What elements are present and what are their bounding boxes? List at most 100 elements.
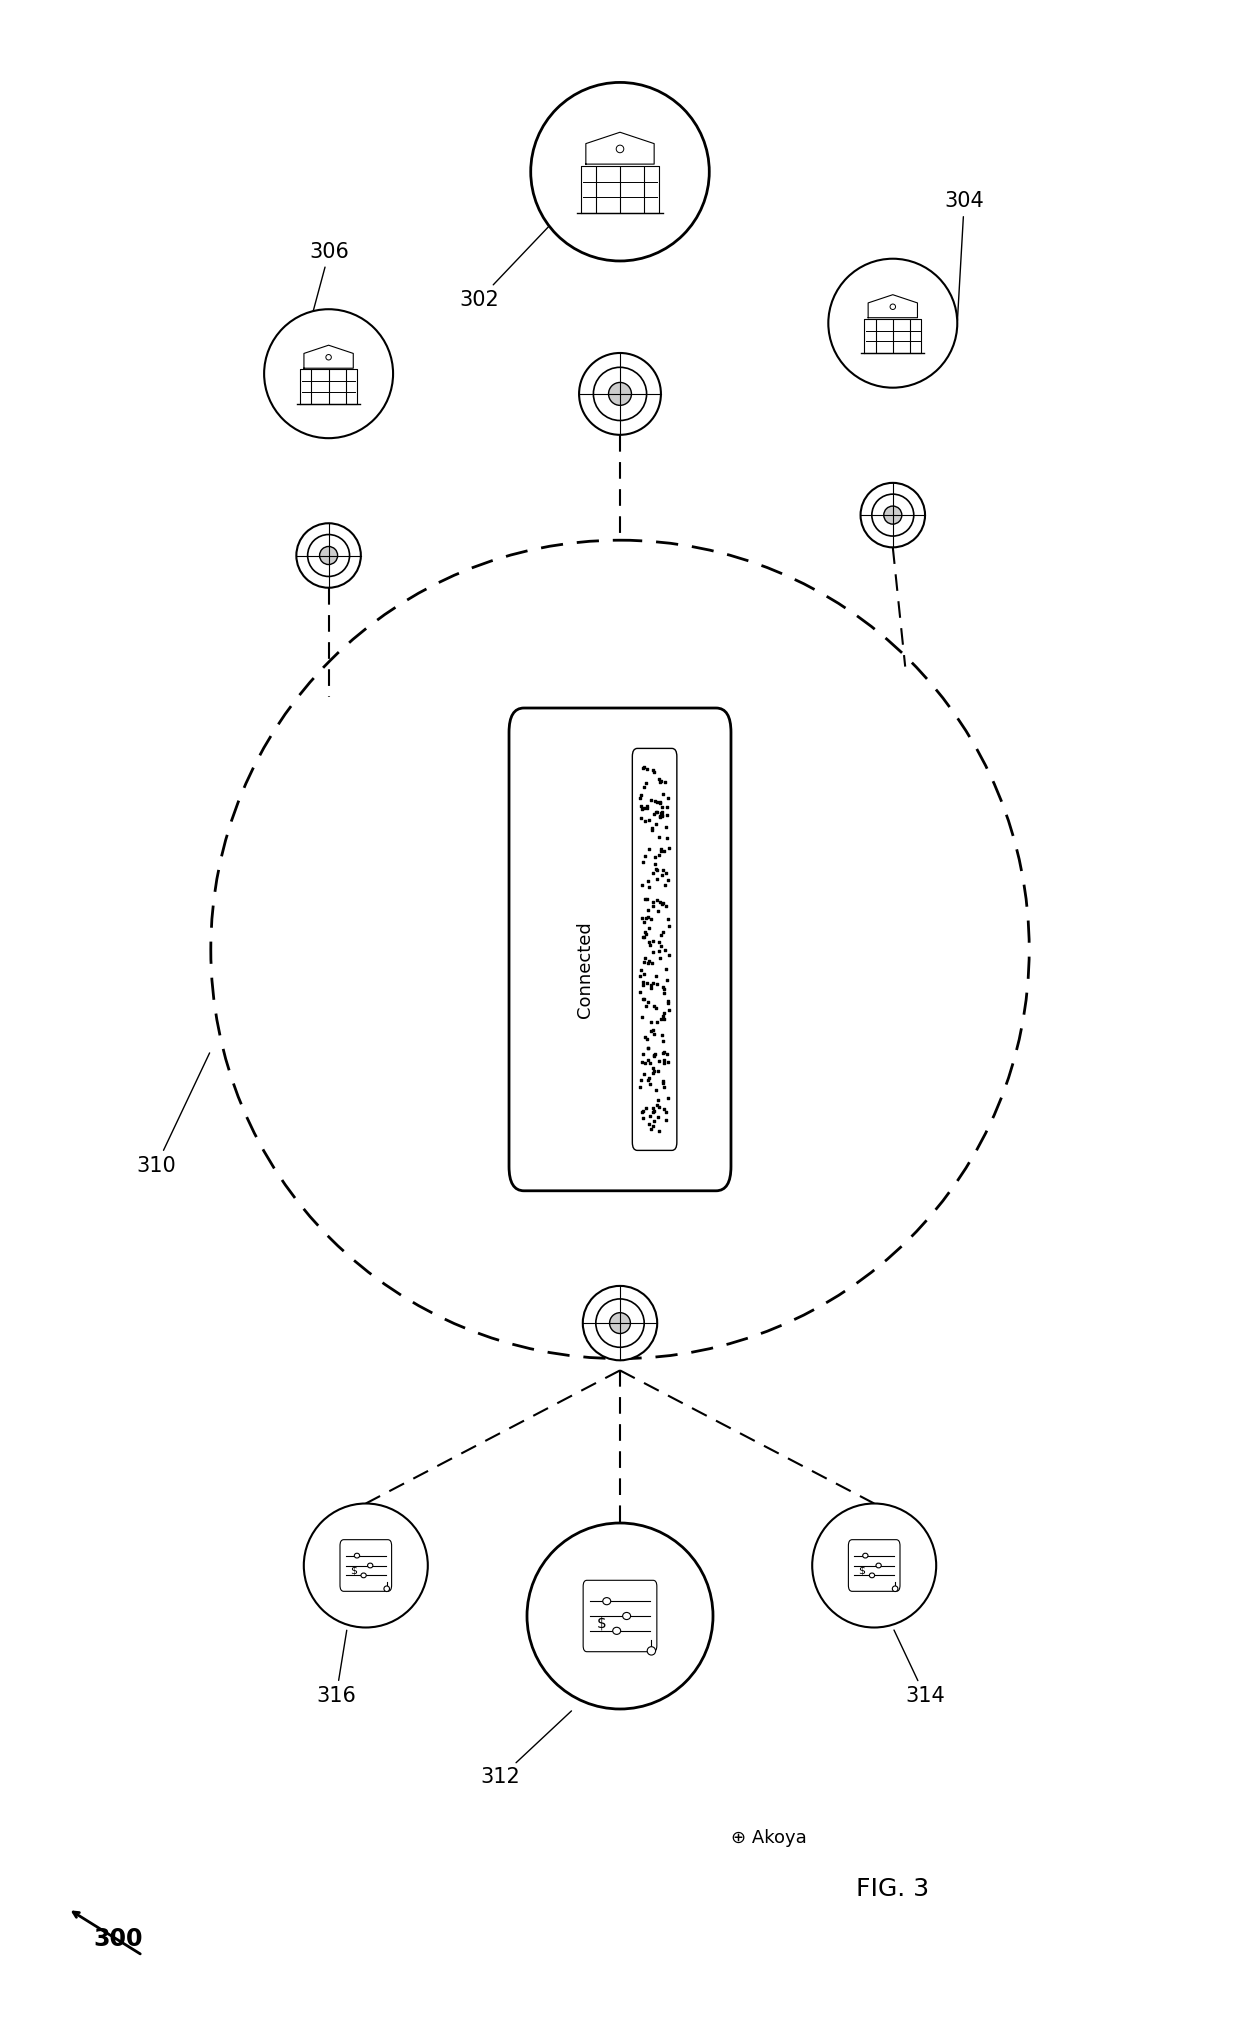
- Point: [645, 840, 665, 873]
- Ellipse shape: [579, 354, 661, 434]
- Point: [658, 986, 678, 1018]
- Ellipse shape: [869, 1574, 874, 1578]
- Point: [634, 945, 653, 978]
- Point: [656, 810, 676, 842]
- Point: [657, 964, 677, 996]
- Point: [632, 1097, 652, 1129]
- Point: [639, 1032, 658, 1065]
- Point: [631, 802, 651, 834]
- Ellipse shape: [616, 145, 624, 154]
- Point: [634, 772, 653, 804]
- Point: [644, 1014, 663, 1046]
- Point: [651, 919, 671, 951]
- Point: [653, 778, 673, 810]
- Point: [631, 780, 651, 812]
- Point: [640, 925, 660, 957]
- Point: [636, 903, 656, 935]
- Point: [656, 856, 676, 889]
- Text: 306: 306: [298, 242, 350, 372]
- Point: [647, 786, 667, 818]
- Point: [644, 755, 663, 788]
- Point: [631, 1000, 651, 1032]
- FancyBboxPatch shape: [848, 1539, 900, 1592]
- Polygon shape: [304, 345, 353, 368]
- Point: [639, 1032, 658, 1065]
- Point: [632, 984, 652, 1016]
- Point: [657, 984, 677, 1016]
- Point: [647, 883, 667, 915]
- Point: [651, 1002, 671, 1034]
- Point: [653, 915, 673, 947]
- Point: [655, 1036, 675, 1069]
- Point: [636, 753, 656, 786]
- Point: [657, 1046, 677, 1079]
- Point: [635, 941, 655, 974]
- Point: [641, 970, 661, 1002]
- Point: [653, 1065, 673, 1097]
- Point: [647, 1054, 667, 1087]
- Ellipse shape: [613, 1628, 621, 1634]
- Point: [655, 869, 675, 901]
- Point: [632, 751, 652, 784]
- Point: [658, 1083, 678, 1115]
- Point: [644, 1054, 663, 1087]
- Ellipse shape: [296, 523, 361, 588]
- Ellipse shape: [367, 1563, 373, 1568]
- Point: [657, 822, 677, 854]
- Point: [646, 852, 666, 885]
- Polygon shape: [585, 131, 655, 164]
- Point: [635, 984, 655, 1016]
- Point: [642, 856, 662, 889]
- Point: [655, 766, 675, 798]
- Text: 312: 312: [481, 1711, 572, 1788]
- Ellipse shape: [603, 1598, 611, 1604]
- Text: $: $: [858, 1566, 866, 1576]
- Point: [658, 832, 678, 865]
- Point: [642, 812, 662, 844]
- Point: [644, 1095, 663, 1127]
- Point: [647, 1006, 667, 1038]
- Point: [650, 788, 670, 820]
- Point: [650, 1044, 670, 1077]
- Point: [650, 887, 670, 919]
- Point: [652, 790, 672, 822]
- Point: [650, 764, 670, 796]
- Text: $: $: [350, 1566, 357, 1576]
- Point: [634, 792, 653, 824]
- Point: [631, 953, 651, 986]
- Point: [652, 1018, 672, 1050]
- Point: [640, 1069, 660, 1101]
- Point: [647, 854, 667, 887]
- Ellipse shape: [326, 356, 331, 360]
- Point: [635, 751, 655, 784]
- Point: [630, 976, 650, 1008]
- Ellipse shape: [828, 259, 957, 388]
- Point: [645, 990, 665, 1022]
- Point: [631, 790, 651, 822]
- Point: [645, 1105, 665, 1137]
- Point: [640, 929, 660, 962]
- Point: [636, 1022, 656, 1054]
- Point: [650, 1115, 670, 1147]
- Ellipse shape: [609, 382, 631, 406]
- Point: [656, 889, 676, 921]
- Point: [649, 820, 668, 852]
- Point: [634, 966, 653, 998]
- Point: [634, 921, 653, 953]
- Text: 304: 304: [945, 192, 985, 321]
- Point: [640, 1046, 660, 1079]
- Point: [653, 1026, 673, 1058]
- Point: [656, 953, 676, 986]
- Point: [642, 1097, 662, 1129]
- Text: 300: 300: [93, 1927, 143, 1951]
- Point: [644, 1052, 663, 1085]
- Point: [651, 931, 671, 964]
- Point: [653, 998, 673, 1030]
- Point: [641, 1014, 661, 1046]
- Point: [635, 840, 655, 873]
- Point: [634, 1038, 653, 1071]
- Point: [641, 784, 661, 816]
- Ellipse shape: [890, 305, 895, 309]
- Ellipse shape: [527, 1523, 713, 1709]
- Ellipse shape: [264, 309, 393, 438]
